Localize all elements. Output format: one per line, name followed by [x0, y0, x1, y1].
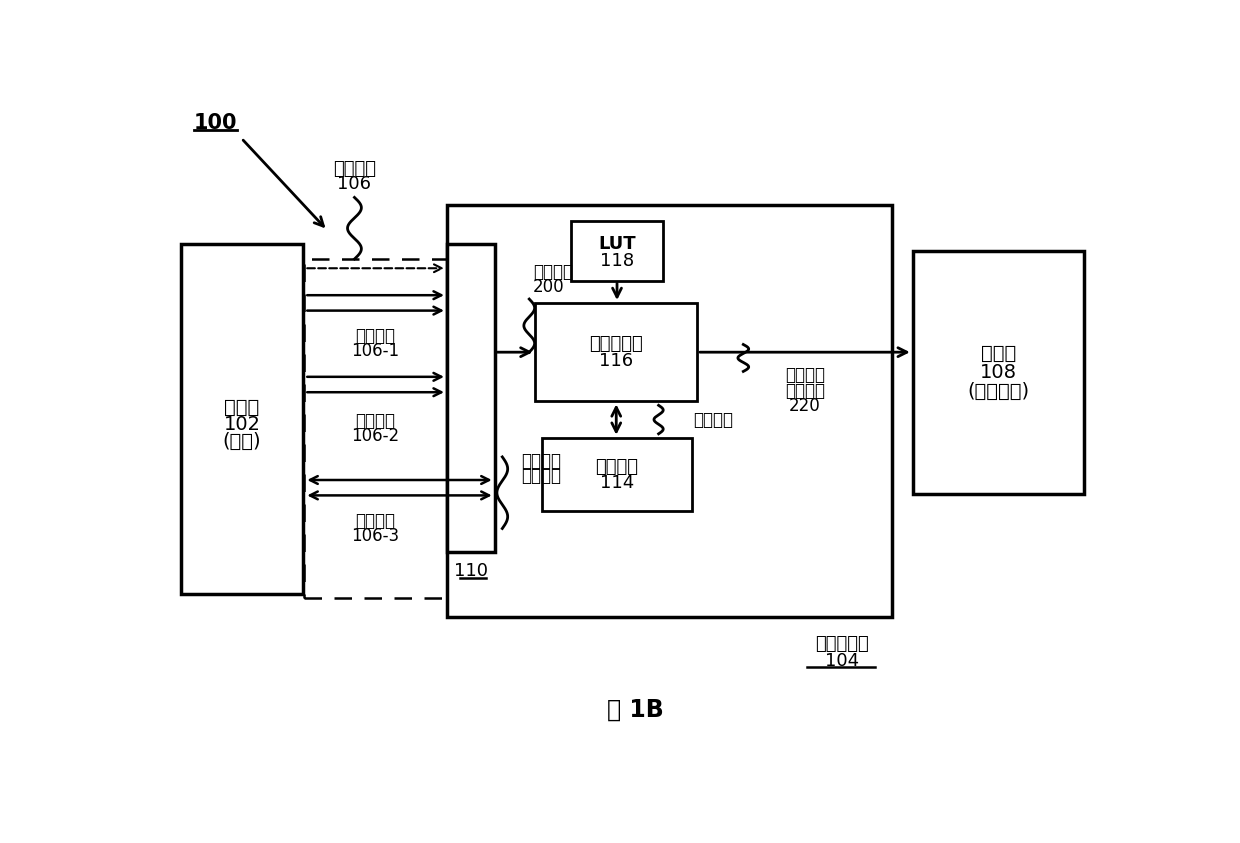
Text: 系统接口: 系统接口: [521, 467, 560, 486]
Text: 已排序的: 已排序的: [785, 366, 825, 384]
Text: 通用控制器: 通用控制器: [815, 635, 869, 653]
Bar: [913, 251, 1084, 494]
Text: 指令总线: 指令总线: [356, 411, 396, 430]
Bar: [446, 244, 495, 551]
Text: 数据总线: 数据总线: [356, 512, 396, 529]
Text: 通用指令: 通用指令: [533, 263, 573, 281]
Text: 116: 116: [599, 352, 634, 370]
Text: 106: 106: [337, 175, 372, 193]
Text: LUT: LUT: [598, 235, 636, 254]
Text: 108: 108: [980, 363, 1017, 382]
Bar: [542, 438, 692, 511]
Bar: [446, 205, 892, 617]
Text: 104: 104: [825, 652, 859, 670]
Text: 存储器: 存储器: [981, 344, 1016, 362]
Text: 资源状态: 资源状态: [693, 411, 733, 428]
Text: 指令定序器: 指令定序器: [589, 336, 644, 353]
Bar: [181, 244, 303, 594]
Text: 106-1: 106-1: [352, 342, 399, 361]
Bar: [536, 303, 697, 401]
Bar: [570, 221, 663, 281]
Text: 106-2: 106-2: [352, 427, 399, 445]
Bar: [304, 259, 446, 598]
Text: (系统): (系统): [223, 432, 262, 451]
Text: (共享资源): (共享资源): [967, 383, 1029, 401]
Text: 通用指令: 通用指令: [785, 382, 825, 400]
Text: 110: 110: [454, 562, 487, 580]
Text: 118: 118: [600, 252, 634, 271]
Text: 图 1B: 图 1B: [608, 697, 663, 722]
Text: 可配置的: 可配置的: [521, 452, 560, 470]
Text: 地址总线: 地址总线: [356, 327, 396, 345]
Text: 220: 220: [789, 397, 821, 415]
Text: 100: 100: [195, 113, 238, 132]
Text: 106-3: 106-3: [352, 527, 399, 545]
Text: 资源标志: 资源标志: [595, 458, 639, 475]
Text: 200: 200: [533, 278, 564, 297]
Text: 102: 102: [223, 415, 260, 433]
Text: 系统总线: 系统总线: [334, 160, 376, 178]
Text: 114: 114: [599, 475, 634, 492]
Text: 处理器: 处理器: [224, 398, 259, 416]
